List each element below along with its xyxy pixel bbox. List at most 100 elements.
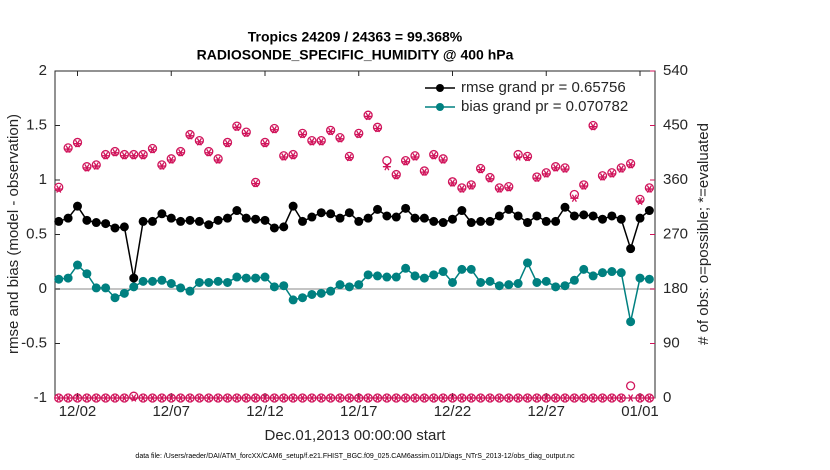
data-point [251,273,261,283]
data-point [157,275,167,285]
y-tick-label: 2 [39,62,47,79]
chart-title: Tropics 24209 / 24363 = 99.368% [248,29,463,45]
data-point [541,276,551,286]
count-point [157,394,166,402]
data-point [494,281,504,291]
data-point [260,215,270,225]
count-point [625,381,636,391]
count-point [391,169,401,180]
data-point [176,216,186,226]
count-point [607,168,617,178]
y-tick-label: 1 [39,171,47,188]
data-point [166,213,176,223]
count-point [345,394,354,402]
data-point [457,206,467,216]
count-point [570,194,579,202]
count-point [269,123,280,134]
count-point [607,170,616,178]
count-point [317,138,326,146]
count-point [92,394,101,402]
data-point [532,277,542,287]
data-point [588,211,598,221]
count-point [504,184,513,192]
count-point [410,151,420,161]
data-point [194,277,204,287]
count-point [213,154,223,164]
count-point [486,174,494,183]
data-point [438,267,448,277]
data-point [494,211,504,221]
count-point [597,171,608,181]
x-tick-label: 12/22 [434,403,472,420]
count-point [419,166,430,176]
count-point [542,394,551,402]
chart-subtitle: RADIOSONDE_SPECIFIC_HUMIDITY @ 400 hPa [197,47,514,63]
count-point [138,149,148,160]
count-point [392,394,401,402]
count-point [214,156,223,164]
y-tick-label: -1 [34,389,47,406]
count-point [551,394,560,402]
data-point [288,295,298,305]
data-point [73,260,82,270]
data-point [504,204,514,214]
count-point [110,146,120,157]
plot-area [54,70,656,399]
count-point [466,180,476,190]
data-point [91,218,101,228]
data-point [363,213,373,223]
data-point [119,222,129,232]
data-point [644,274,654,284]
data-point [504,280,514,290]
data-point [63,273,73,283]
data-point [616,214,626,224]
data-point [101,283,111,293]
count-point [261,394,269,402]
count-point [186,131,194,140]
count-point [232,121,242,131]
data-point [223,213,232,223]
data-point [223,277,232,287]
y2-tick-label: 90 [663,334,680,351]
data-point [401,203,411,213]
count-point [307,394,316,402]
data-point [335,213,345,223]
count-point [204,148,213,157]
count-point [504,182,514,192]
count-point [588,120,598,131]
data-point [626,244,636,254]
count-point [298,394,307,402]
data-point [110,293,120,303]
count-point [261,139,269,148]
count-point [636,197,644,205]
count-point [475,163,486,174]
y2-tick-label: 450 [663,116,688,133]
count-point [325,125,336,135]
data-point [82,215,92,225]
data-point [269,282,279,292]
count-point [579,394,588,402]
count-point [289,151,298,160]
count-point [382,162,391,171]
data-point [73,201,82,211]
count-point [439,394,448,402]
data-point [213,276,223,286]
count-point [392,171,401,180]
data-point [373,271,382,281]
count-point [448,179,457,187]
count-point [345,153,354,162]
data-point [288,201,298,211]
count-point [326,394,335,402]
count-point [467,182,476,190]
data-point [269,223,279,233]
legend-label: bias grand pr = 0.070782 [461,98,628,115]
data-point [513,211,523,221]
data-point [598,268,607,278]
count-point [64,145,73,153]
count-point [148,394,157,402]
data-point [448,277,457,287]
count-point [522,151,533,162]
count-point [194,135,205,146]
y-axis-label: rmse and bias (model - observation) [5,114,22,354]
count-point [157,160,167,170]
